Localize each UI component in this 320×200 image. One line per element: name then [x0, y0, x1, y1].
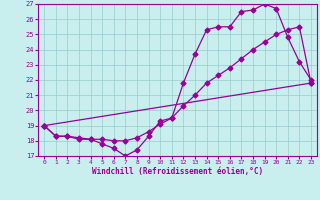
X-axis label: Windchill (Refroidissement éolien,°C): Windchill (Refroidissement éolien,°C)	[92, 167, 263, 176]
